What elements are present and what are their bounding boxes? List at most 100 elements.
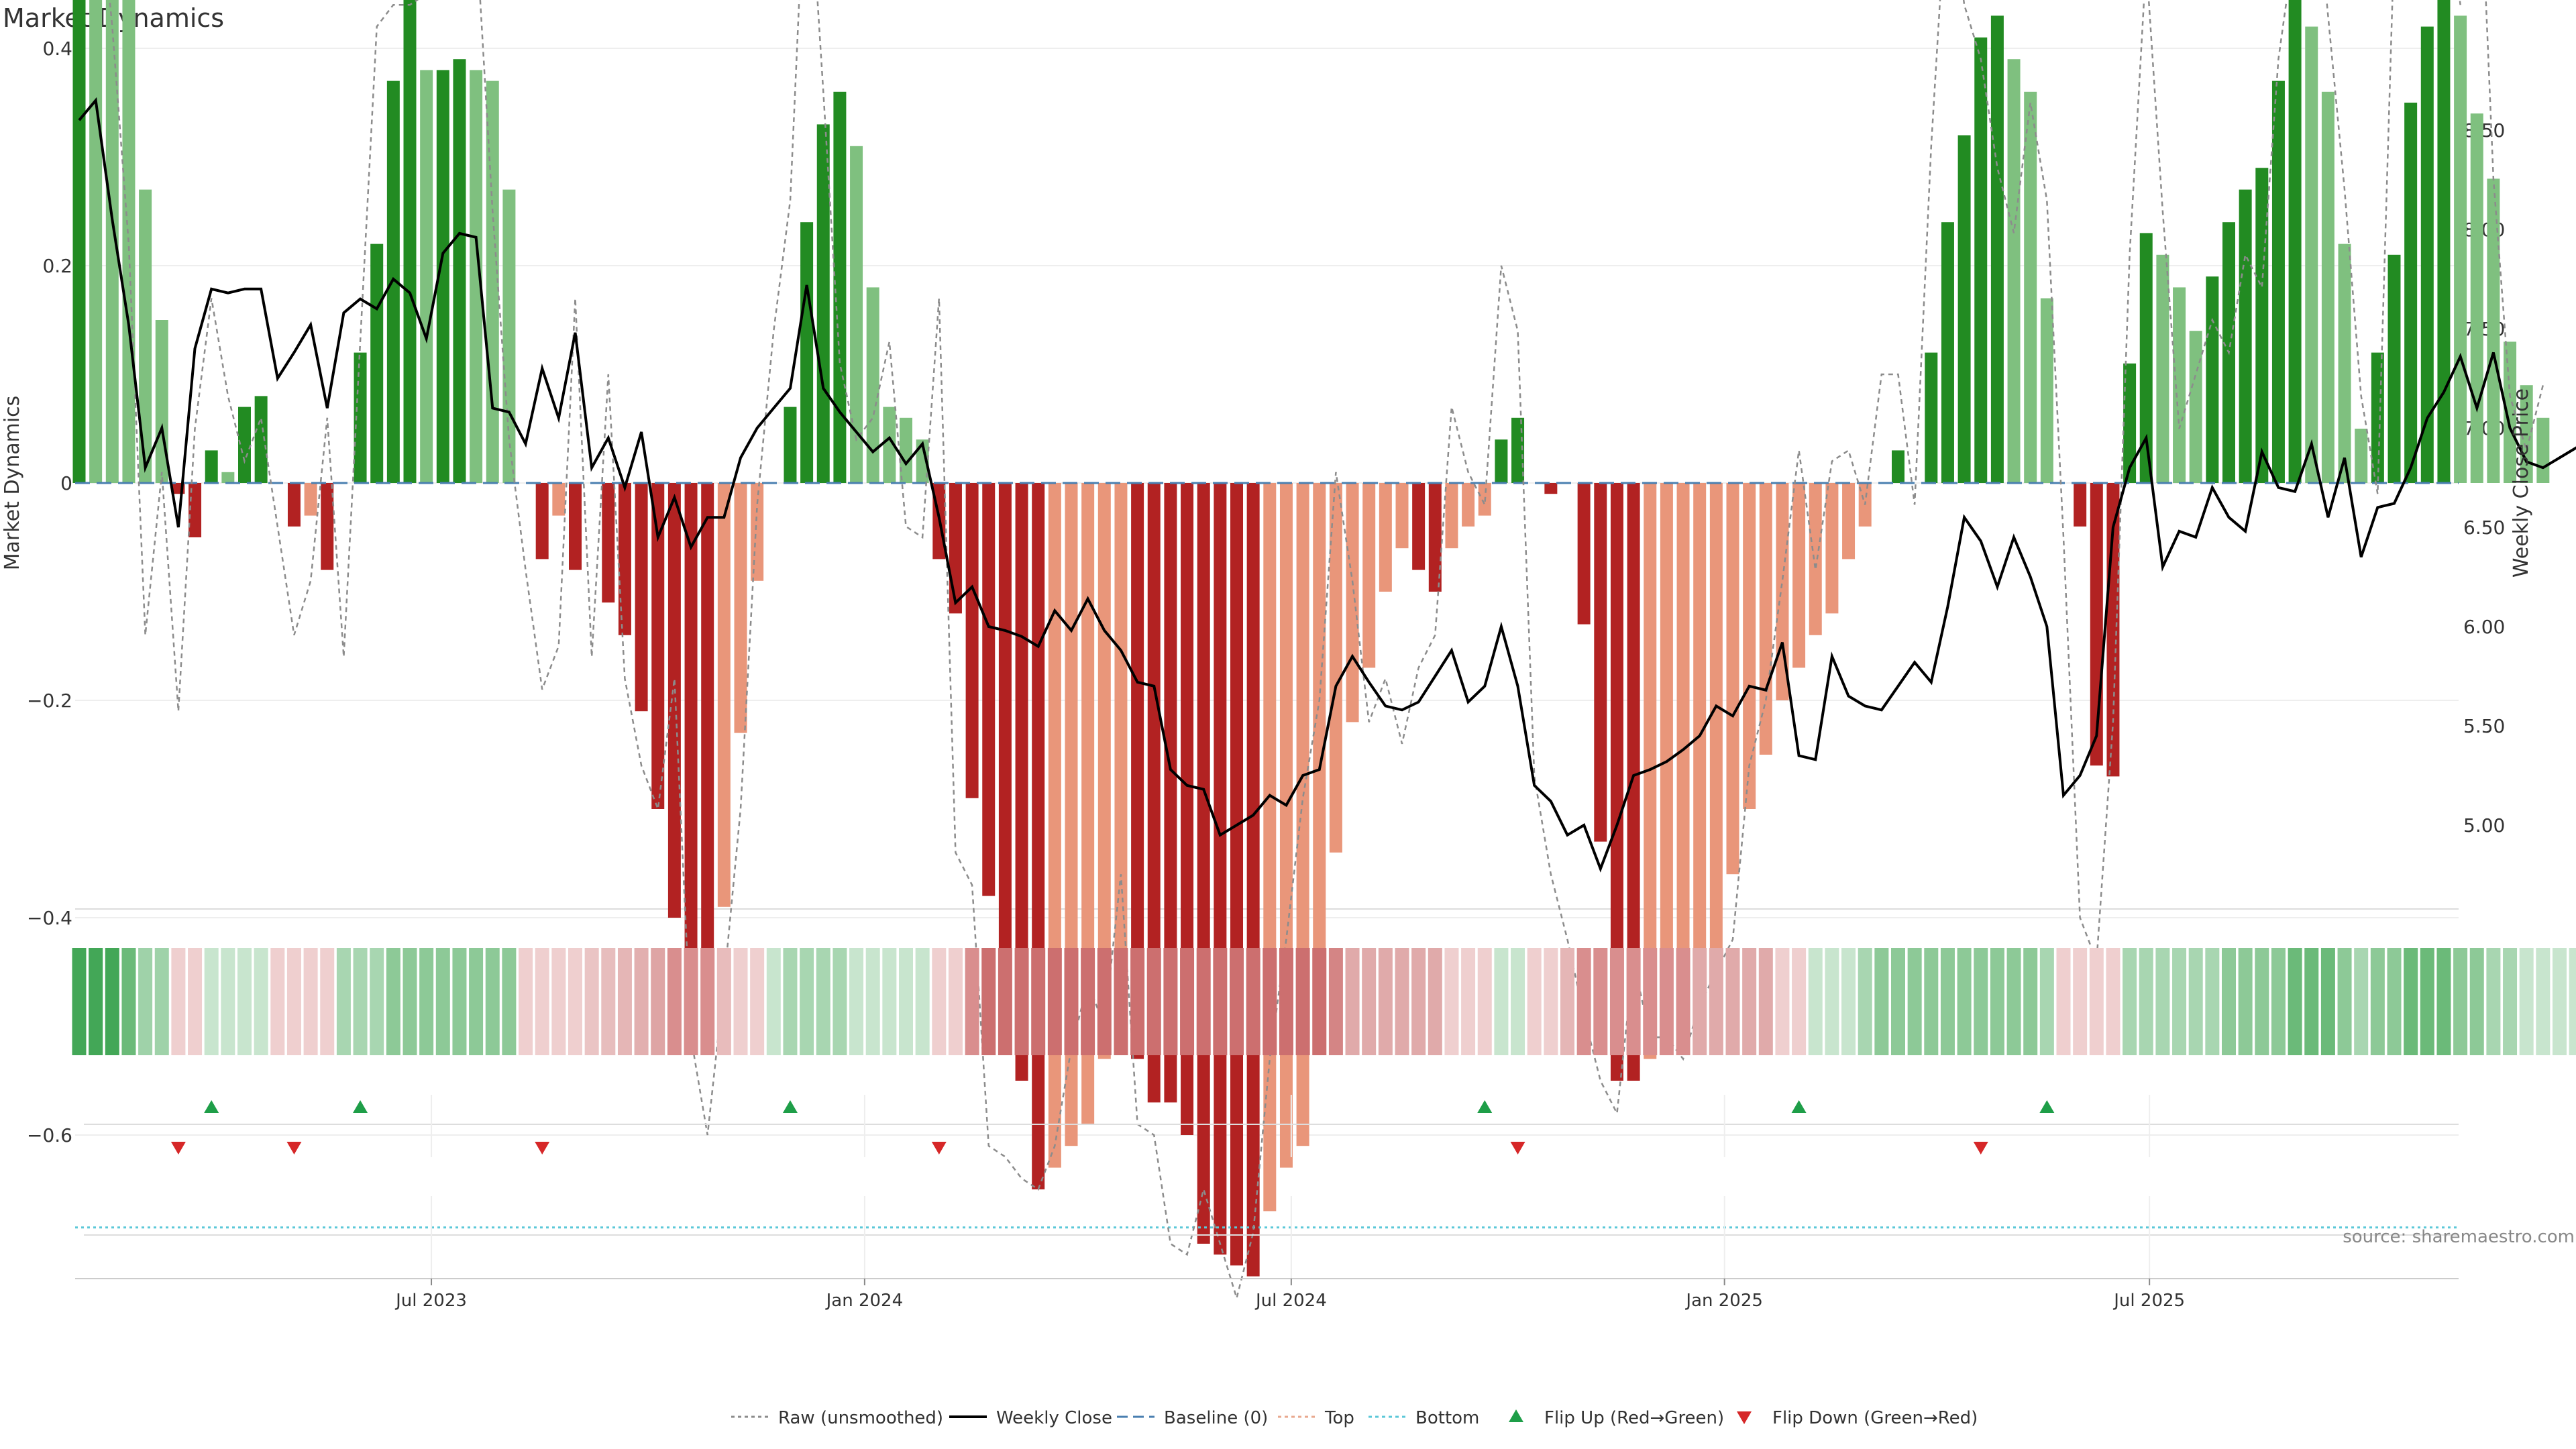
momentum-bar bbox=[1511, 417, 1525, 483]
heat-cell bbox=[2503, 948, 2518, 1055]
momentum-bar bbox=[717, 483, 731, 907]
momentum-bar bbox=[1032, 483, 1045, 1189]
heat-cell bbox=[1742, 948, 1757, 1055]
heat-cell bbox=[1428, 948, 1442, 1055]
momentum-bar bbox=[2387, 254, 2401, 483]
heat-cell bbox=[2453, 948, 2468, 1055]
momentum-bar bbox=[1412, 483, 1426, 570]
momentum-bar bbox=[1263, 483, 1277, 1212]
momentum-bar bbox=[1015, 483, 1028, 1081]
momentum-bar bbox=[1792, 483, 1806, 668]
flip-down-marker bbox=[170, 1142, 186, 1155]
heat-cell bbox=[1544, 948, 1558, 1055]
heat-cell bbox=[286, 948, 301, 1055]
heat-cell bbox=[2188, 948, 2203, 1055]
heat-cell bbox=[865, 948, 880, 1055]
heat-cell bbox=[2039, 948, 2054, 1055]
momentum-bar bbox=[1627, 483, 1640, 1081]
heat-cell bbox=[584, 948, 599, 1055]
right-tick-label: 5.50 bbox=[2463, 715, 2505, 737]
momentum-bar bbox=[2536, 417, 2550, 483]
heat-cell bbox=[1213, 948, 1228, 1055]
momentum-bar bbox=[1660, 483, 1673, 1026]
heat-cell bbox=[1196, 948, 1211, 1055]
heat-cell bbox=[1693, 948, 1707, 1055]
x-tick-label: Jul 2023 bbox=[394, 1291, 467, 1311]
heat-cell bbox=[1792, 948, 1807, 1055]
momentum-bar bbox=[1197, 483, 1210, 1244]
heat-cell bbox=[2288, 948, 2302, 1055]
heat-cell bbox=[1477, 948, 1492, 1055]
heat-cell bbox=[2404, 948, 2418, 1055]
heat-cell bbox=[1874, 948, 1889, 1055]
heat-cell bbox=[2469, 948, 2484, 1055]
legend-label: Weekly Close bbox=[996, 1408, 1112, 1428]
momentum-bar bbox=[569, 483, 582, 570]
momentum-bar bbox=[2024, 91, 2037, 484]
heat-cell bbox=[402, 948, 417, 1055]
heat-cell bbox=[2056, 948, 2071, 1055]
heat-cell bbox=[1230, 948, 1244, 1055]
right-tick-label: 8.50 bbox=[2463, 119, 2505, 142]
momentum-bar bbox=[2355, 429, 2368, 483]
heat-cell bbox=[303, 948, 318, 1055]
heat-cell bbox=[2569, 948, 2576, 1055]
legend-label: Baseline (0) bbox=[1164, 1408, 1268, 1428]
momentum-bar bbox=[321, 483, 334, 570]
heat-cell bbox=[2320, 948, 2335, 1055]
heat-cell bbox=[2222, 948, 2236, 1055]
heat-cell bbox=[1312, 948, 1327, 1055]
momentum-bar bbox=[602, 483, 615, 603]
heat-cell bbox=[1808, 948, 1823, 1055]
left-axis-label: Market Dynamics bbox=[1, 396, 24, 571]
heat-cell bbox=[651, 948, 665, 1055]
legend-swatch bbox=[1737, 1411, 1752, 1424]
momentum-bar bbox=[1726, 483, 1739, 875]
heat-cell bbox=[221, 948, 235, 1055]
momentum-bar bbox=[2239, 189, 2252, 483]
momentum-bar bbox=[354, 352, 367, 483]
momentum-bar bbox=[1693, 483, 1707, 983]
heat-cell bbox=[435, 948, 450, 1055]
heat-cell bbox=[386, 948, 400, 1055]
flip-panel-grid bbox=[431, 1095, 2151, 1157]
heat-cell bbox=[72, 948, 87, 1055]
momentum-bar bbox=[1990, 15, 2004, 483]
heat-cell bbox=[2553, 948, 2567, 1055]
heat-cell bbox=[254, 948, 268, 1055]
heat-cell bbox=[1378, 948, 1393, 1055]
x-tick-label: Jan 2025 bbox=[1684, 1291, 1763, 1311]
heat-cell bbox=[899, 948, 913, 1055]
heat-cell bbox=[932, 948, 947, 1055]
momentum-bar bbox=[1709, 483, 1723, 951]
heat-cell bbox=[1825, 948, 1839, 1055]
legend-label: Flip Up (Red→Green) bbox=[1544, 1408, 1724, 1428]
flip-markers bbox=[170, 1100, 2055, 1155]
heat-cell bbox=[1643, 948, 1658, 1055]
heat-cell bbox=[2420, 948, 2434, 1055]
heat-cell bbox=[1511, 948, 1525, 1055]
heat-cell bbox=[2139, 948, 2153, 1055]
flip-up-marker bbox=[782, 1100, 798, 1113]
heat-cell bbox=[320, 948, 335, 1055]
heat-cell bbox=[849, 948, 864, 1055]
momentum-bar bbox=[139, 189, 152, 483]
momentum-bar bbox=[2305, 26, 2318, 484]
heat-cell bbox=[2304, 948, 2319, 1055]
heat-cell bbox=[1064, 948, 1079, 1055]
heat-cell bbox=[2255, 948, 2269, 1055]
left-tick-label: 0.4 bbox=[42, 38, 72, 60]
momentum-bar bbox=[800, 222, 814, 483]
heat-cell bbox=[1395, 948, 1409, 1055]
heat-cell bbox=[1328, 948, 1343, 1055]
momentum-bar bbox=[2504, 341, 2517, 483]
heat-cell bbox=[1130, 948, 1145, 1055]
heat-cell bbox=[2205, 948, 2220, 1055]
heat-cell bbox=[1907, 948, 1922, 1055]
heat-cell bbox=[766, 948, 781, 1055]
flip-down-marker bbox=[931, 1142, 947, 1155]
momentum-bar bbox=[2404, 103, 2418, 483]
heat-cell bbox=[1345, 948, 1360, 1055]
heat-cell bbox=[1609, 948, 1624, 1055]
